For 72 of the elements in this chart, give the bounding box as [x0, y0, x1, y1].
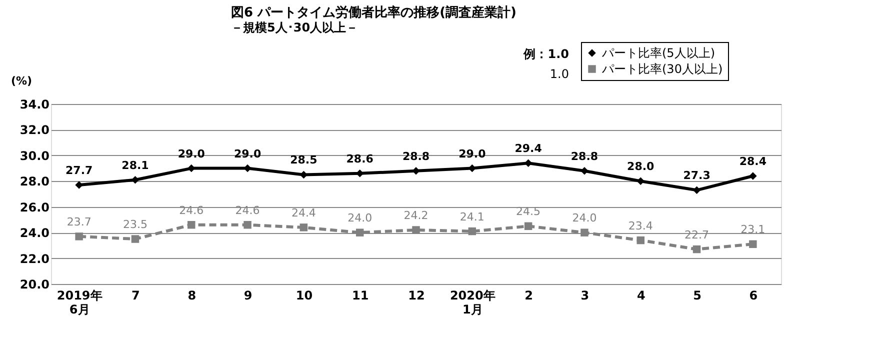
data-label: 29.4	[514, 142, 542, 156]
point	[75, 181, 83, 189]
data-label: 23.5	[122, 218, 148, 231]
data-label: 23.7	[66, 215, 92, 228]
data-label: 28.1	[122, 158, 149, 172]
point	[131, 235, 140, 243]
data-label: 23.1	[740, 223, 766, 236]
point	[580, 166, 588, 175]
point	[692, 245, 701, 254]
chart-subtitle: －規模5人･30人以上－	[231, 20, 358, 34]
point	[356, 228, 364, 236]
data-label: 28.5	[290, 154, 318, 167]
data-label: 29.0	[458, 147, 486, 160]
y-tick-label: 34.0	[20, 98, 50, 112]
point	[75, 232, 83, 240]
point	[636, 177, 644, 186]
chart-title: 図6 パートタイム労働者比率の推移(調査産業計)	[231, 4, 516, 20]
data-label: 24.0	[572, 212, 597, 225]
x-tick-label: 10	[296, 288, 313, 302]
data-label: 24.2	[404, 209, 428, 222]
y-tick-label: 24.0	[20, 226, 50, 240]
text: 例：1.0	[522, 47, 569, 61]
point	[300, 224, 308, 232]
point	[580, 228, 588, 236]
x-tick-label: 8	[188, 288, 196, 302]
point	[131, 176, 140, 184]
y-tick-label: 22.0	[20, 252, 50, 266]
point	[468, 227, 476, 236]
x-tick-label: 5	[693, 288, 702, 302]
text: 1.0	[550, 67, 569, 81]
x-tick-label: 3	[580, 288, 590, 302]
y-tick-label: 26.0	[20, 200, 50, 214]
x-tick-label: 9	[244, 288, 252, 302]
point	[412, 226, 420, 234]
data-label: 28.0	[627, 160, 655, 174]
data-label: 24.6	[235, 204, 260, 217]
data-label: 27.7	[66, 164, 93, 177]
legend-label: パート比率(30人以上)	[601, 62, 723, 76]
y-tick-label: 28.0	[20, 174, 50, 189]
data-label: 27.3	[683, 169, 710, 182]
data-label: 28.8	[570, 150, 598, 163]
x-tick-label: 6	[749, 288, 758, 302]
point	[692, 186, 701, 194]
x-tick-label: 11	[352, 288, 369, 302]
y-tick-label: 20.0	[20, 278, 50, 292]
point	[749, 240, 757, 248]
data-label: 29.0	[178, 147, 206, 160]
x-tick-label: 2020年 1月	[450, 288, 496, 316]
data-label: 28.4	[739, 155, 767, 168]
x-tick-label: 2	[524, 288, 533, 302]
x-tick-label: 7	[132, 288, 140, 302]
x-tick-label: 2019年 6月	[56, 288, 102, 316]
data-label: 29.0	[234, 147, 262, 160]
data-label: 24.5	[516, 205, 541, 218]
data-label: 23.4	[628, 219, 653, 232]
point	[749, 172, 757, 180]
x-tick-label: 4	[636, 288, 646, 302]
data-label: 28.6	[346, 152, 374, 166]
data-label: 24.6	[179, 204, 204, 217]
point	[188, 220, 196, 229]
y-tick-label: 32.0	[20, 123, 50, 138]
y-tick-label: 30.0	[20, 148, 50, 163]
point	[524, 222, 532, 230]
data-label: 24.0	[348, 212, 372, 225]
data-label: 24.1	[460, 210, 484, 224]
data-label: 28.8	[402, 150, 430, 163]
x-tick-label: 12	[408, 288, 425, 302]
y-axis-title: (%)	[10, 74, 32, 88]
point	[636, 236, 644, 244]
point	[244, 220, 252, 229]
legend-label: パート比率(5人以上)	[601, 46, 715, 60]
data-label: 24.4	[291, 206, 316, 220]
